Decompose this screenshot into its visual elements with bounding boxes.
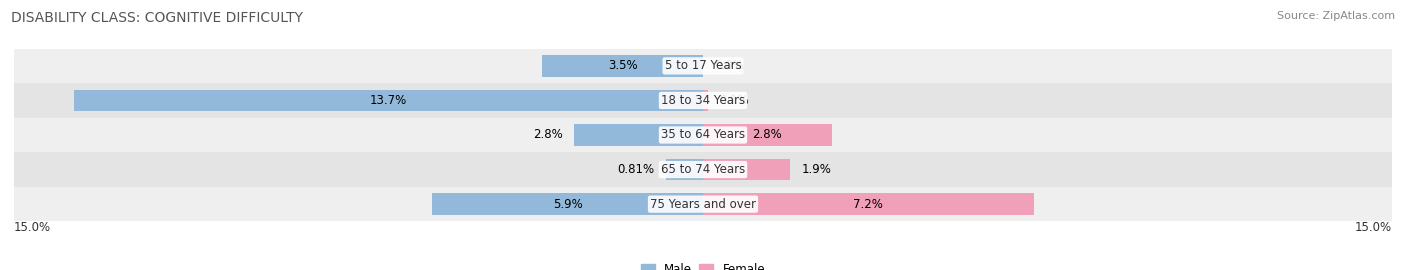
Bar — [703, 159, 790, 180]
Text: 0.81%: 0.81% — [617, 163, 654, 176]
Text: 65 to 74 Years: 65 to 74 Years — [661, 163, 745, 176]
Text: 3.5%: 3.5% — [607, 59, 637, 72]
Bar — [14, 49, 1392, 83]
Bar — [14, 187, 1392, 221]
Bar — [14, 118, 1392, 152]
Bar — [575, 124, 703, 146]
Text: 2.8%: 2.8% — [752, 129, 782, 141]
Text: 2.8%: 2.8% — [533, 129, 562, 141]
Bar — [14, 83, 1392, 118]
Legend: Male, Female: Male, Female — [636, 259, 770, 270]
Bar — [543, 55, 703, 77]
Text: 18 to 34 Years: 18 to 34 Years — [661, 94, 745, 107]
Bar — [14, 152, 1392, 187]
Text: 5 to 17 Years: 5 to 17 Years — [665, 59, 741, 72]
Text: 15.0%: 15.0% — [1355, 221, 1392, 234]
Bar — [666, 159, 703, 180]
Text: 1.9%: 1.9% — [801, 163, 831, 176]
Text: 0.0%: 0.0% — [714, 59, 744, 72]
Text: Source: ZipAtlas.com: Source: ZipAtlas.com — [1277, 11, 1395, 21]
Bar — [703, 193, 1033, 215]
Text: 35 to 64 Years: 35 to 64 Years — [661, 129, 745, 141]
Text: 15.0%: 15.0% — [14, 221, 51, 234]
Text: 0.1%: 0.1% — [718, 94, 749, 107]
Text: 7.2%: 7.2% — [853, 198, 883, 211]
Bar — [432, 193, 703, 215]
Text: 13.7%: 13.7% — [370, 94, 406, 107]
Text: 5.9%: 5.9% — [553, 198, 582, 211]
Text: 75 Years and over: 75 Years and over — [650, 198, 756, 211]
Bar — [73, 90, 703, 111]
Bar — [703, 124, 831, 146]
Text: DISABILITY CLASS: COGNITIVE DIFFICULTY: DISABILITY CLASS: COGNITIVE DIFFICULTY — [11, 11, 304, 25]
Bar — [703, 90, 707, 111]
